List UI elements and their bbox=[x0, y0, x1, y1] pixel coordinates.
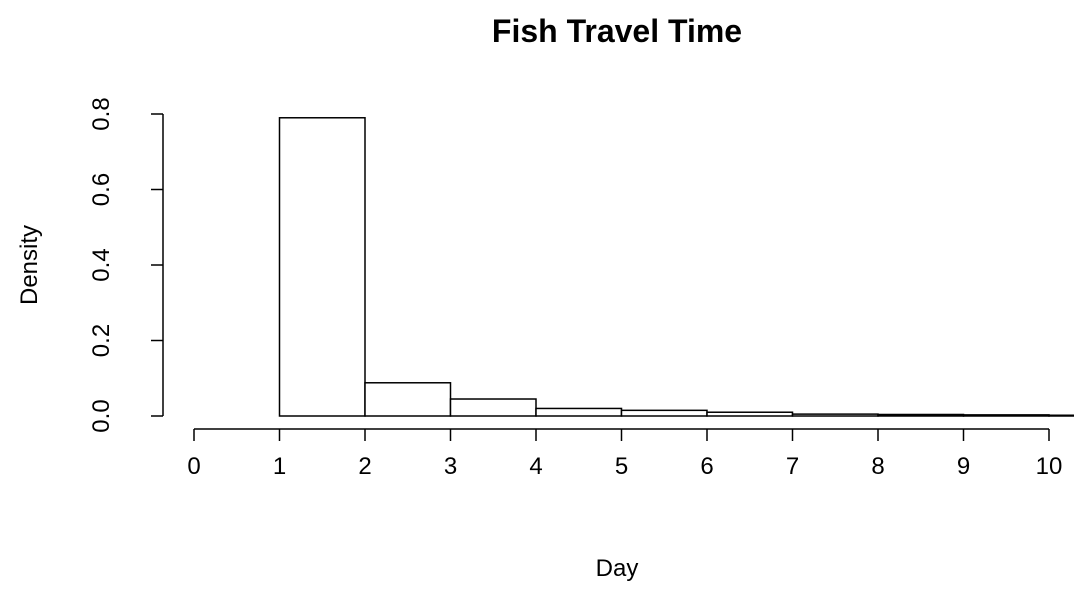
x-tick-label: 5 bbox=[615, 453, 628, 480]
histogram-bar bbox=[622, 410, 708, 416]
y-tick-label: 0.6 bbox=[88, 173, 115, 206]
y-tick-label: 0.4 bbox=[88, 248, 115, 281]
histogram-bar bbox=[280, 118, 366, 416]
chart-title: Fish Travel Time bbox=[492, 13, 742, 49]
x-tick-label: 4 bbox=[529, 453, 542, 480]
x-tick-label: 8 bbox=[871, 453, 884, 480]
y-tick-label: 0.0 bbox=[88, 399, 115, 432]
x-axis: 0 1 2 3 4 5 6 7 8 9 10 bbox=[187, 429, 1062, 480]
histogram-bar bbox=[964, 415, 1050, 416]
x-tick-label: 1 bbox=[273, 453, 286, 480]
y-axis: 0.0 0.2 0.4 0.6 0.8 bbox=[88, 97, 163, 432]
histogram-bar bbox=[1049, 415, 1074, 416]
x-tick-label: 7 bbox=[786, 453, 799, 480]
histogram-bar bbox=[451, 399, 537, 416]
y-tick-label: 0.2 bbox=[88, 324, 115, 357]
x-tick-label: 3 bbox=[444, 453, 457, 480]
histogram-bar bbox=[707, 412, 793, 416]
y-tick-label: 0.8 bbox=[88, 97, 115, 130]
x-tick-label: 2 bbox=[358, 453, 371, 480]
bars-layer bbox=[280, 118, 1074, 416]
y-axis-label: Density bbox=[16, 225, 43, 305]
histogram-bar bbox=[365, 383, 451, 416]
histogram-bar bbox=[878, 414, 964, 416]
x-tick-label: 6 bbox=[700, 453, 713, 480]
x-tick-label: 10 bbox=[1036, 453, 1063, 480]
histogram-bar bbox=[793, 414, 879, 416]
x-tick-label: 9 bbox=[957, 453, 970, 480]
x-axis-label: Day bbox=[596, 555, 639, 582]
x-tick-label: 0 bbox=[187, 453, 200, 480]
histogram-bar bbox=[536, 408, 622, 416]
